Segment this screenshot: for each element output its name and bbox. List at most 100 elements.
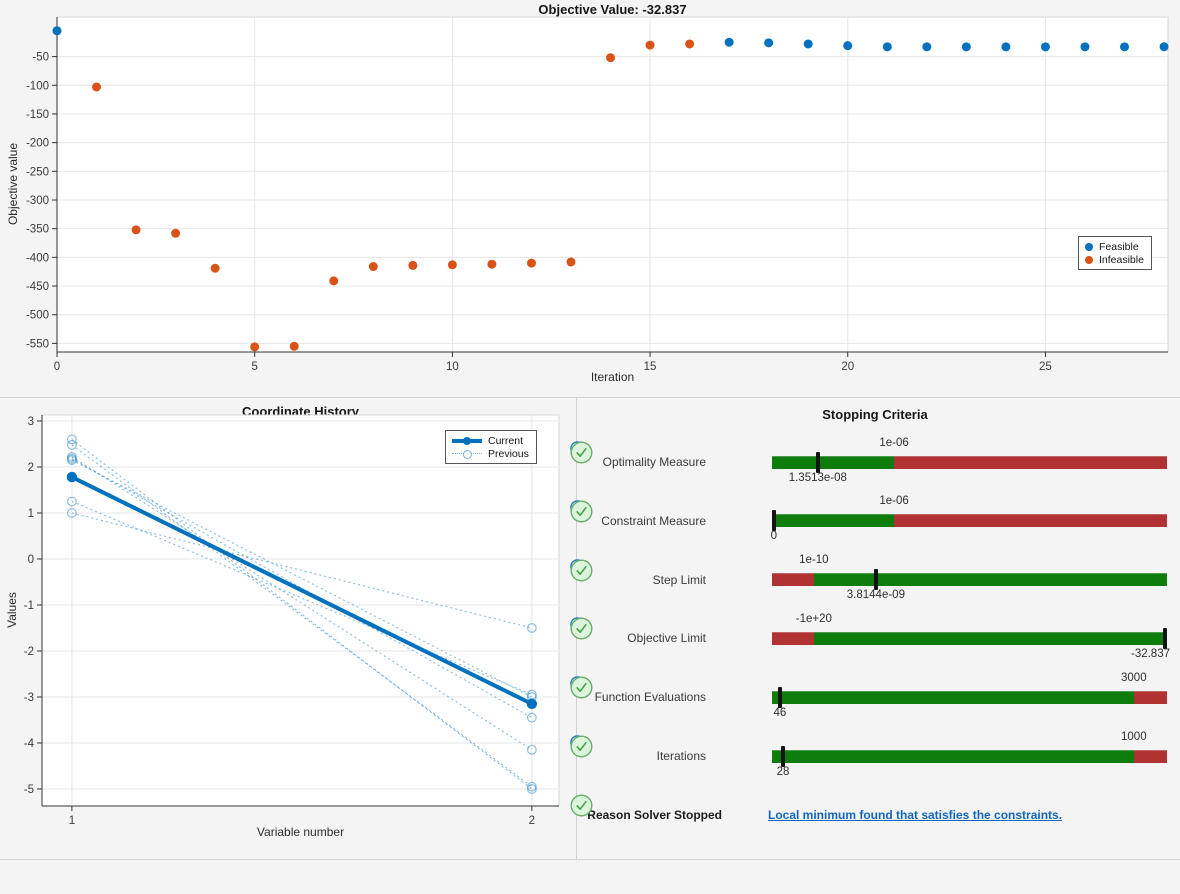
check-circle-icon: [570, 559, 758, 591]
bar-segment-pass: [772, 455, 895, 469]
y-tick-label: -5: [24, 784, 34, 796]
criteria-row-constraint-measure: Constraint Measure 1e-06 0: [570, 495, 1180, 542]
infeasible-point: [210, 263, 220, 273]
x-tick-label: 1: [69, 815, 75, 827]
y-tick-label: -1: [24, 600, 34, 612]
previous-marker: [526, 744, 537, 755]
previous-marker: [66, 455, 77, 465]
objective-chart-title: Objective Value: -32.837: [538, 2, 687, 17]
feasible-point: [882, 42, 892, 52]
infeasible-point: [171, 228, 181, 238]
feasible-point: [961, 42, 971, 52]
current-value-label: 3.8144e-09: [846, 589, 905, 602]
y-tick-label: -500: [26, 310, 49, 322]
criteria-bar: 1e-06 0: [771, 495, 1167, 542]
threshold-label: 3000: [1121, 671, 1147, 684]
criteria-bar: 1e-06 1.3513e-08: [772, 437, 1167, 484]
horizontal-separator: [0, 397, 1180, 398]
legend-label: Feasible: [1099, 240, 1139, 253]
infeasible-point: [526, 258, 536, 268]
bar-segment-pass: [772, 749, 1134, 763]
y-tick-label: -2: [24, 646, 34, 658]
feasible-point: [1159, 42, 1169, 52]
check-circle-icon: [570, 441, 758, 474]
bar-segment-fail: [1133, 749, 1167, 763]
criteria-label: Iterations: [656, 749, 706, 763]
check-circle-icon: [570, 676, 758, 709]
threshold-label: 1e-06: [879, 495, 909, 508]
infeasible-point: [645, 40, 655, 50]
objective-chart-ylabel: Objective value: [6, 142, 20, 226]
threshold-label: 1e-10: [799, 554, 829, 567]
bar-segment-fail: [772, 573, 814, 587]
feasible-point: [1040, 42, 1050, 52]
objective-chart-legend: Feasible Infeasible: [1078, 236, 1152, 270]
coordinate-chart-legend: Current Previous: [445, 430, 537, 464]
legend-item-infeasible: Infeasible: [1085, 253, 1144, 266]
current-value-marker: [1163, 627, 1168, 649]
coordinate-history-panel: Coordinate History 1 2 -5 -4 -3 -2 -1 0 1 2 3 Valu…: [0, 397, 576, 859]
criteria-bar: 3000 46: [772, 672, 1167, 719]
y-tick-label: -250: [26, 166, 49, 178]
y-tick-label: -550: [26, 338, 49, 350]
current-value-label: 1.3513e-08: [788, 471, 847, 484]
current-value-label: -32.837: [1130, 647, 1170, 660]
check-circle-icon: [570, 617, 758, 650]
previous-marker: [66, 451, 77, 462]
feasible-point: [803, 39, 813, 49]
infeasible-point: [131, 225, 141, 235]
previous-marker: [526, 781, 537, 792]
bar-segment-fail: [894, 455, 1167, 469]
bar-segment-pass: [772, 690, 1134, 704]
previous-marker: [66, 434, 77, 445]
previous-line: [71, 456, 533, 751]
y-tick-label: 3: [28, 416, 34, 428]
criteria-bar: 1e-10 3.8144e-09: [772, 554, 1167, 601]
infeasible-point: [685, 39, 695, 49]
legend-dot-icon: [1085, 242, 1093, 251]
current-value-marker: [777, 686, 782, 708]
objective-value-panel: Objective Value: -32.837 0 5 10 15 20 25 -550 -…: [0, 0, 1180, 397]
coordinate-chart-xlabel: Variable number: [256, 825, 345, 839]
legend-dotted-line-icon: [452, 448, 482, 460]
legend-dot-icon: [1085, 255, 1093, 264]
legend-item-feasible: Feasible: [1085, 240, 1144, 253]
feasible-point: [1080, 42, 1090, 52]
feasible-point: [922, 42, 932, 52]
info-icon[interactable]: [570, 735, 727, 764]
bar-segment-fail: [772, 631, 814, 645]
y-tick-label: 0: [28, 554, 34, 566]
bar-segment-pass: [772, 514, 895, 528]
x-tick-label: 10: [446, 361, 459, 373]
criteria-label: Constraint Measure: [601, 513, 706, 528]
info-icon[interactable]: [570, 617, 727, 646]
previous-marker: [66, 496, 77, 507]
infeasible-point: [92, 82, 102, 92]
legend-label: Previous: [488, 447, 529, 460]
threshold-label: 1e-06: [879, 436, 909, 449]
y-tick-label: 1: [28, 508, 34, 520]
feasible-point: [764, 38, 774, 48]
info-icon[interactable]: [570, 676, 727, 705]
criteria-label: Step Limit: [652, 572, 706, 587]
infeasible-point: [447, 260, 457, 270]
reason-solver-stopped-row: Reason Solver Stopped Local minimum foun…: [570, 794, 1180, 836]
check-circle-icon: [570, 500, 758, 532]
feasible-point: [1001, 42, 1011, 52]
stopping-criteria-title: Stopping Criteria: [822, 407, 928, 422]
y-tick-label: -150: [26, 109, 49, 121]
solver-stopped-reason-link[interactable]: Local minimum found that satisfies the c…: [768, 808, 1063, 822]
infeasible-point: [487, 259, 497, 269]
y-tick-label: -100: [26, 80, 49, 92]
info-icon[interactable]: [570, 499, 727, 528]
previous-line: [71, 444, 533, 788]
info-icon[interactable]: [570, 441, 727, 470]
check-circle-icon: [570, 735, 758, 768]
previous-marker: [66, 453, 77, 464]
infeasible-point: [606, 53, 616, 63]
x-tick-label: 15: [644, 361, 657, 373]
info-icon[interactable]: [570, 558, 727, 587]
feasible-point: [1120, 42, 1130, 52]
objective-chart-xlabel: Iteration: [590, 370, 635, 384]
